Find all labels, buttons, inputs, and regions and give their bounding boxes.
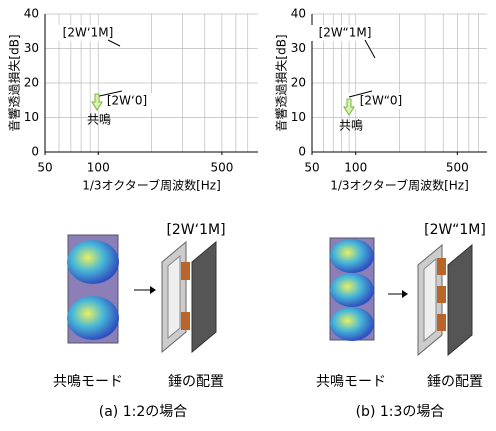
x-axis-label: 1/3オクターブ周波数[Hz] <box>82 178 221 193</box>
arrow-a <box>134 286 156 294</box>
y-tick-label: 0 <box>298 145 306 159</box>
figure: [2W‘1M] [2W“1M] 共鳴モード 錘の配置 共鳴モード 錘の配置 (a… <box>0 0 496 427</box>
series-label: [2W“1M] <box>319 26 372 40</box>
plates-b <box>418 245 472 355</box>
weight-label: [2W“1M] <box>424 222 486 238</box>
mode-shape-a <box>67 235 119 343</box>
plates-a <box>162 242 216 352</box>
placement-label: 錘の配置 <box>168 373 224 390</box>
annotation: 共鳴 <box>339 119 363 133</box>
annotation: 共鳴 <box>87 113 111 127</box>
label-leader <box>365 40 375 58</box>
placement-label: 錘の配置 <box>427 373 483 390</box>
y-tick-label: 30 <box>291 41 306 55</box>
y-tick-label: 30 <box>24 41 39 55</box>
x-axis-label: 1/3オクターブ周波数[Hz] <box>330 178 469 193</box>
y-axis-label: 音響透過損失[dB] <box>274 34 289 131</box>
y-tick-label: 10 <box>291 110 306 124</box>
y-tick-label: 10 <box>24 110 39 124</box>
caption: (a) 1:2の場合 <box>99 404 187 420</box>
x-tick-label: 100 <box>87 161 110 175</box>
x-tick-label: 50 <box>37 161 52 175</box>
x-tick-label: 500 <box>446 161 469 175</box>
mode-shape-b <box>330 238 374 341</box>
series-label: [2W‘0] <box>107 94 147 108</box>
y-tick-label: 40 <box>24 7 39 21</box>
weight-label: [2W‘1M] <box>166 222 225 238</box>
y-tick-label: 0 <box>31 145 39 159</box>
x-tick-label: 500 <box>210 161 233 175</box>
mode-label: 共鳴モード <box>53 374 123 390</box>
y-tick-label: 20 <box>291 76 306 90</box>
series-label: [2W‘1M] <box>63 26 114 40</box>
arrow-b <box>388 290 408 298</box>
x-tick-label: 100 <box>344 161 367 175</box>
mode-label: 共鳴モード <box>316 374 386 390</box>
caption: (b) 1:3の場合 <box>356 404 445 420</box>
y-tick-label: 20 <box>24 76 39 90</box>
y-tick-label: 40 <box>291 7 306 21</box>
y-axis-label: 音響透過損失[dB] <box>7 34 22 131</box>
x-tick-label: 50 <box>304 161 319 175</box>
series-label: [2W“0] <box>360 94 403 108</box>
